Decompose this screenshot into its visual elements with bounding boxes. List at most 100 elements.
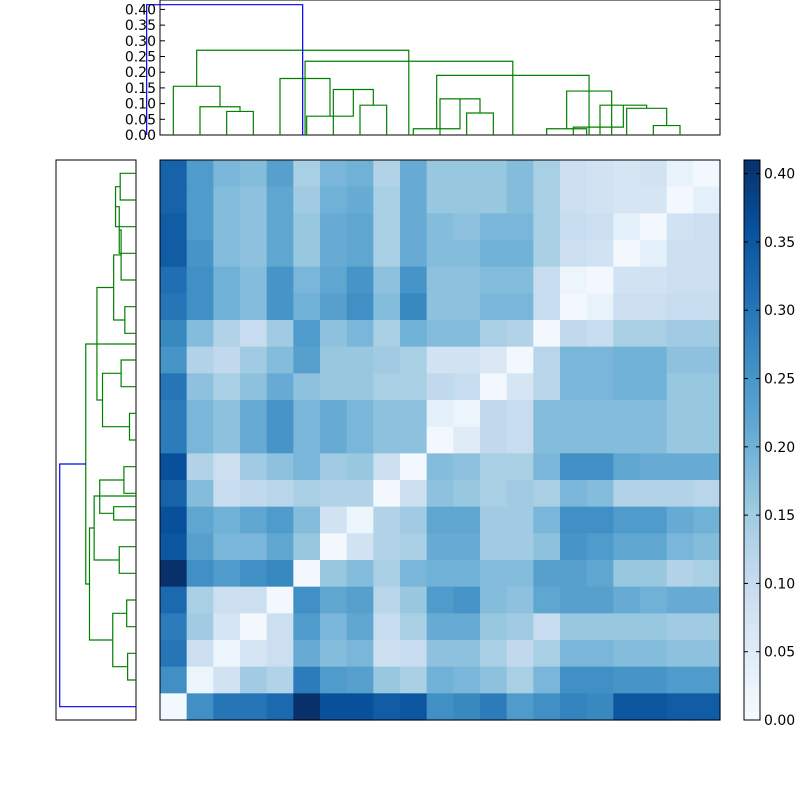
heatmap-cell	[400, 346, 428, 374]
heatmap-cell	[320, 666, 348, 694]
colorbar-tick-label: 0.40	[764, 167, 795, 183]
heatmap-cell	[373, 586, 401, 614]
dendrogram-link	[113, 254, 125, 321]
heatmap-cell	[240, 293, 268, 321]
heatmap-cell	[400, 400, 428, 428]
heatmap-cell	[666, 240, 694, 268]
dendrogram-link	[359, 104, 388, 135]
heatmap-cell	[373, 506, 401, 534]
heatmap-cell	[400, 480, 428, 508]
heatmap-cell	[213, 426, 241, 454]
heatmap-cell	[240, 666, 268, 694]
heatmap-cell	[453, 693, 481, 721]
heatmap-cell	[586, 613, 614, 641]
heatmap-cell	[160, 320, 188, 348]
heatmap-cell	[640, 693, 668, 721]
heatmap-cell	[426, 480, 454, 508]
heatmap-cell	[400, 506, 428, 534]
heatmap-cell	[693, 613, 721, 641]
heatmap-cell	[373, 453, 401, 481]
heatmap-cell	[213, 320, 241, 348]
heatmap-cell	[533, 160, 561, 188]
heatmap-cell	[560, 533, 588, 561]
heatmap-cell	[666, 666, 694, 694]
heatmap-cell	[240, 560, 268, 588]
heatmap-cell	[480, 160, 508, 188]
heatmap-cell	[160, 213, 188, 241]
heatmap-cell	[426, 373, 454, 401]
heatmap-cell	[586, 640, 614, 668]
dendrogram-link	[85, 343, 136, 585]
heatmap-cell	[186, 640, 214, 668]
heatmap-cell	[320, 453, 348, 481]
heatmap-cell	[160, 160, 188, 188]
heatmap-cell	[693, 160, 721, 188]
heatmap-cell	[240, 266, 268, 294]
heatmap-cell	[213, 186, 241, 214]
dendrogram-link	[599, 104, 648, 135]
heatmap-cell	[613, 613, 641, 641]
heatmap-cell	[346, 186, 374, 214]
dendrogram-link	[123, 466, 136, 494]
heatmap-cell	[160, 400, 188, 428]
heatmap-cell	[186, 533, 214, 561]
dendrogram-link	[101, 372, 130, 428]
heatmap-cell	[506, 693, 534, 721]
heatmap-cell	[426, 400, 454, 428]
heatmap-cell	[533, 373, 561, 401]
colorbar-tick-label: 0.30	[764, 303, 795, 319]
heatmap-cell	[613, 186, 641, 214]
heatmap-cell	[560, 293, 588, 321]
heatmap-cell	[426, 266, 454, 294]
heatmap-cell	[560, 506, 588, 534]
heatmap-cell	[186, 373, 214, 401]
heatmap-cell	[373, 320, 401, 348]
heatmap-cell	[320, 586, 348, 614]
heatmap-cell	[426, 693, 454, 721]
heatmap-cell	[160, 586, 188, 614]
heatmap-cell	[693, 533, 721, 561]
heatmap-cell	[426, 640, 454, 668]
heatmap-cell	[426, 160, 454, 188]
heatmap-cell	[586, 160, 614, 188]
colorbar-tick-label: 0.15	[764, 508, 795, 524]
heatmap-cell	[613, 400, 641, 428]
heatmap-cell	[266, 160, 294, 188]
heatmap-cell	[533, 240, 561, 268]
heatmap-cell	[480, 186, 508, 214]
heatmap-cell	[373, 613, 401, 641]
heatmap-cell	[640, 560, 668, 588]
heatmap-cell	[480, 213, 508, 241]
heatmap-cell	[480, 400, 508, 428]
heatmap-cell	[373, 666, 401, 694]
heatmap-cell	[400, 533, 428, 561]
heatmap-cell	[373, 186, 401, 214]
y-tick-label: 0.20	[125, 65, 156, 81]
heatmap-cell	[426, 586, 454, 614]
colorbar-tick-label: 0.05	[764, 645, 795, 661]
heatmap-cell	[373, 560, 401, 588]
heatmap-cell	[186, 560, 214, 588]
heatmap-cell	[693, 293, 721, 321]
heatmap-cell	[640, 160, 668, 188]
heatmap-cell	[666, 480, 694, 508]
heatmap-cell	[613, 586, 641, 614]
heatmap-cell	[160, 480, 188, 508]
dendrogram-link	[112, 612, 128, 668]
heatmap-cell	[693, 373, 721, 401]
heatmap-cell	[400, 640, 428, 668]
heatmap-cell	[346, 160, 374, 188]
heatmap-cell	[506, 533, 534, 561]
heatmap-cell	[266, 346, 294, 374]
heatmap-cell	[373, 426, 401, 454]
heatmap-cell	[480, 320, 508, 348]
heatmap-cell	[533, 400, 561, 428]
heatmap-cell	[400, 453, 428, 481]
heatmap-cell	[453, 346, 481, 374]
heatmap-cell	[560, 693, 588, 721]
heatmap-cell	[320, 293, 348, 321]
heatmap-cell	[613, 506, 641, 534]
heatmap-cell	[213, 293, 241, 321]
top-dendrogram: 0.000.050.100.150.200.250.300.350.40	[125, 0, 721, 144]
heatmap-cell	[613, 160, 641, 188]
